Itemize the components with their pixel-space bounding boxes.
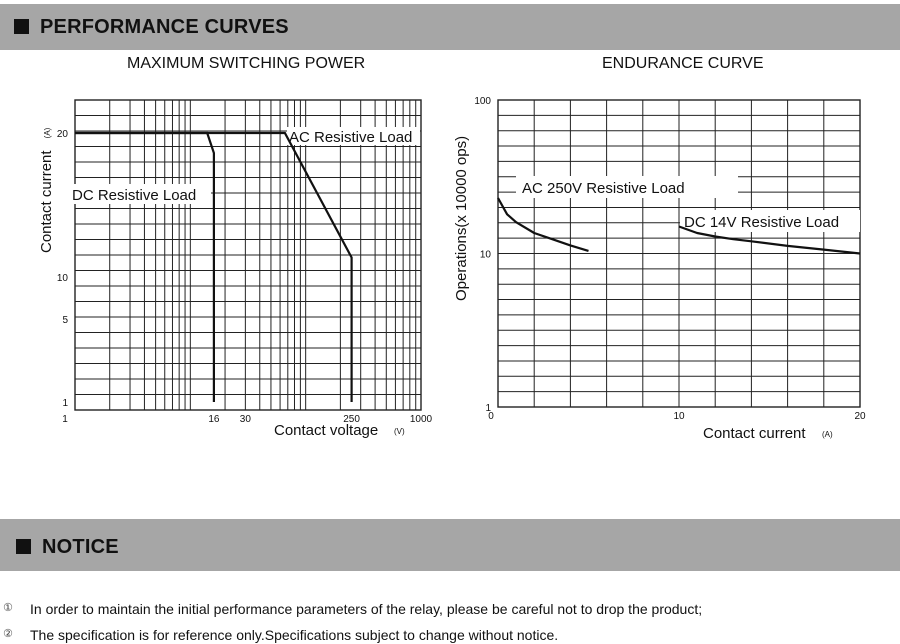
x-tick-label: 16 — [208, 414, 220, 425]
ac-250v-resistive-load-curve — [497, 197, 589, 252]
label-background — [70, 184, 211, 204]
y-tick-label: 5 — [62, 315, 68, 326]
y-axis-label: Operations(x 10000 ops) — [453, 136, 470, 301]
ac-250v-resistive-load-label: AC 250V Resistive Load — [522, 180, 685, 197]
notice-text: In order to maintain the initial perform… — [30, 601, 703, 617]
label-background — [680, 210, 860, 232]
dc-14v-resistive-load-curve — [678, 225, 861, 255]
y-tick-label: 1 — [62, 398, 68, 409]
label-background — [287, 127, 420, 145]
x-tick-label: 1000 — [410, 414, 433, 425]
x-tick-label: 20 — [854, 411, 866, 422]
y-tick-label: 100 — [474, 96, 491, 107]
x-tick-label: 1 — [62, 414, 68, 425]
x-tick-label: 250 — [343, 414, 360, 425]
switching-power-chart-title: MAXIMUM SWITCHING POWER — [127, 55, 366, 72]
y-axis-unit: (A) — [43, 127, 52, 138]
notice-number: ① — [3, 601, 13, 614]
square-bullet-icon — [14, 19, 29, 34]
section-title: NOTICE — [42, 536, 119, 558]
x-tick-label: 0 — [488, 411, 494, 422]
section-title: PERFORMANCE CURVES — [40, 16, 289, 38]
x-axis-label: Contact current — [703, 425, 806, 442]
y-tick-label: 10 — [57, 273, 69, 284]
square-bullet-icon — [16, 539, 31, 554]
x-tick-label: 30 — [240, 414, 252, 425]
dc-resistive-load-line — [75, 131, 215, 402]
dc-14v-resistive-load-label: DC 14V Resistive Load — [684, 214, 839, 231]
endurance-chart-title: ENDURANCE CURVE — [602, 55, 764, 72]
x-axis-unit: (V) — [394, 427, 405, 436]
ac-resistive-load-label: AC Resistive Load — [289, 129, 412, 146]
endurance-grid — [497, 99, 861, 408]
y-axis-label: Contact current — [38, 150, 55, 253]
y-tick-label: 10 — [480, 250, 492, 261]
plot-frame — [74, 99, 422, 411]
x-tick-label: 10 — [673, 411, 685, 422]
x-axis-unit: (A) — [822, 430, 833, 439]
y-tick-label: 1 — [485, 403, 491, 414]
performance-curves-header: PERFORMANCE CURVES — [0, 4, 900, 50]
notice-number: ② — [3, 627, 13, 640]
switching-power-grid — [74, 99, 422, 411]
label-background — [516, 176, 738, 198]
notice-text: The specification is for reference only.… — [30, 627, 559, 643]
x-axis-label: Contact voltage — [274, 422, 378, 439]
notice-header: NOTICE — [0, 519, 900, 571]
dc-resistive-load-label: DC Resistive Load — [72, 187, 196, 204]
y-tick-label: 20 — [57, 129, 69, 140]
